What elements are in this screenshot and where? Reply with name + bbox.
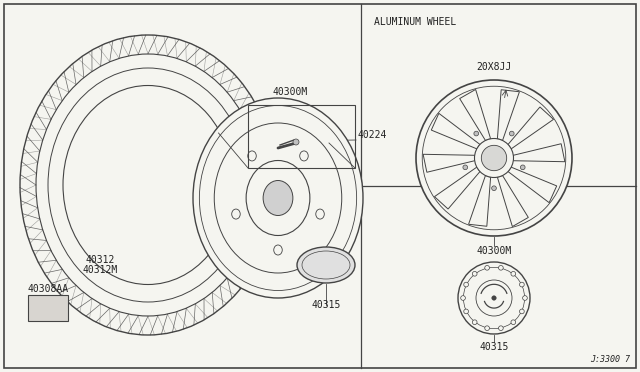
Circle shape (520, 165, 525, 170)
Circle shape (472, 272, 477, 276)
Circle shape (509, 131, 514, 136)
Text: 40224: 40224 (358, 130, 387, 140)
Ellipse shape (232, 209, 240, 219)
Text: 40312M: 40312M (83, 265, 118, 275)
Circle shape (520, 309, 524, 314)
Ellipse shape (248, 151, 256, 161)
Circle shape (484, 266, 490, 270)
Text: 40300M: 40300M (273, 87, 308, 97)
Text: 40315: 40315 (311, 300, 340, 310)
Polygon shape (468, 176, 491, 226)
Ellipse shape (263, 180, 293, 215)
Circle shape (293, 139, 299, 145)
Circle shape (511, 320, 516, 324)
Ellipse shape (316, 209, 324, 219)
Circle shape (511, 272, 516, 276)
Polygon shape (431, 113, 480, 149)
Circle shape (481, 145, 507, 171)
Polygon shape (497, 176, 529, 227)
Ellipse shape (274, 245, 282, 255)
Text: 40312: 40312 (85, 255, 115, 265)
Polygon shape (435, 167, 480, 209)
Polygon shape (497, 90, 520, 141)
Circle shape (474, 138, 513, 177)
Ellipse shape (297, 247, 355, 283)
Circle shape (458, 262, 530, 334)
Circle shape (474, 131, 479, 136)
Circle shape (492, 296, 496, 300)
Circle shape (484, 326, 490, 331)
Circle shape (499, 326, 503, 331)
Text: 40315: 40315 (479, 342, 509, 352)
Circle shape (523, 296, 527, 300)
Ellipse shape (193, 98, 363, 298)
Circle shape (461, 296, 465, 300)
Text: 40300M: 40300M (476, 246, 511, 256)
Text: 40308AA: 40308AA (28, 284, 69, 294)
Text: J:3300 7: J:3300 7 (590, 355, 630, 364)
Polygon shape (513, 144, 565, 162)
Circle shape (463, 165, 468, 170)
Circle shape (492, 186, 497, 190)
Polygon shape (508, 167, 557, 203)
Circle shape (472, 320, 477, 324)
Circle shape (416, 80, 572, 236)
Ellipse shape (300, 151, 308, 161)
Polygon shape (508, 107, 554, 149)
Circle shape (463, 267, 525, 328)
Polygon shape (460, 89, 491, 141)
Bar (248, 105, 355, 168)
FancyBboxPatch shape (28, 295, 68, 321)
Circle shape (464, 282, 468, 287)
Circle shape (464, 309, 468, 314)
Circle shape (499, 266, 503, 270)
Circle shape (520, 282, 524, 287)
Text: ALUMINUM WHEEL: ALUMINUM WHEEL (374, 17, 456, 27)
Polygon shape (423, 154, 475, 172)
Circle shape (422, 86, 566, 230)
Text: 20X8JJ: 20X8JJ (476, 62, 511, 72)
